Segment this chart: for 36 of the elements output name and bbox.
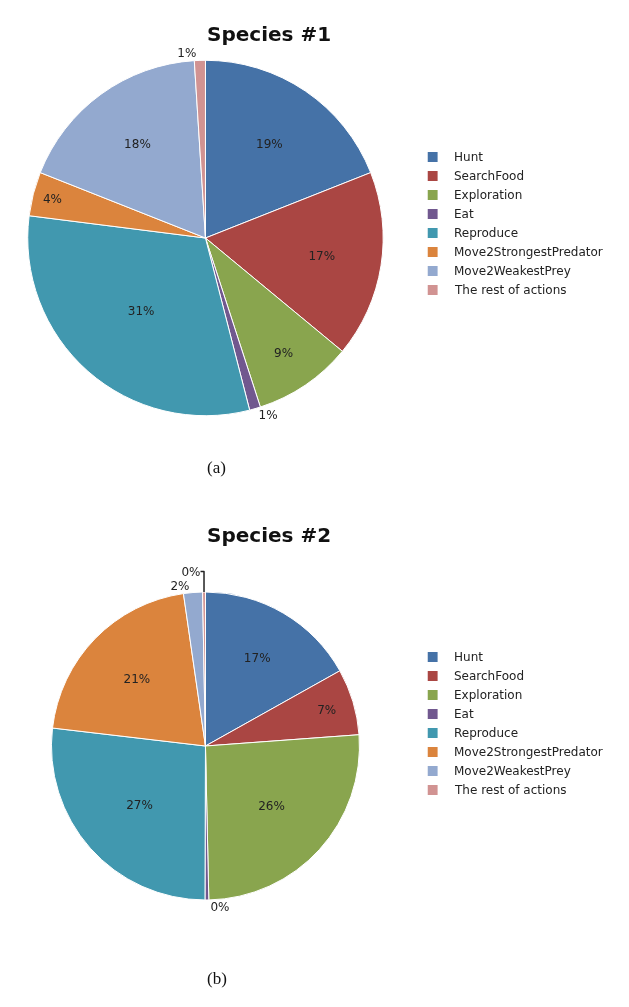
legend-label: SearchFood bbox=[454, 669, 525, 683]
legend-label: Reproduce bbox=[454, 226, 519, 240]
legend-label: SearchFood bbox=[454, 169, 525, 183]
legend-label: Move2StrongestPredator bbox=[454, 745, 603, 759]
data-label: 1% bbox=[258, 408, 278, 423]
legend-label: Eat bbox=[454, 207, 474, 221]
legend-label: Move2WeakestPrey bbox=[454, 764, 571, 778]
data-label: 27% bbox=[126, 797, 153, 812]
text: (b) bbox=[207, 969, 227, 988]
data-label: 2% bbox=[170, 578, 190, 593]
legend-label: Move2StrongestPredator bbox=[454, 245, 603, 259]
data-label: 9% bbox=[274, 345, 294, 360]
legend-label: Exploration bbox=[454, 688, 523, 702]
data-label: 7% bbox=[317, 702, 337, 717]
data-label: 4% bbox=[42, 191, 63, 206]
legend-label: Move2WeakestPrey bbox=[454, 264, 571, 278]
legend-label: Reproduce bbox=[454, 726, 519, 740]
chart-title: Species #2 bbox=[207, 523, 332, 547]
data-label: 17% bbox=[308, 249, 336, 264]
data-label: 19% bbox=[256, 136, 283, 151]
legend-label: Exploration bbox=[454, 188, 523, 202]
data-label: 0% bbox=[210, 899, 230, 914]
data-label: 1% bbox=[177, 46, 197, 61]
legend-label: Hunt bbox=[454, 650, 484, 664]
legend-label: Hunt bbox=[454, 150, 484, 164]
legend-label: The rest of actions bbox=[454, 783, 567, 797]
legend-label: Eat bbox=[454, 707, 474, 721]
data-label: 0% bbox=[181, 564, 201, 579]
data-label: 18% bbox=[124, 137, 151, 152]
chart-title: Species #1 bbox=[207, 22, 332, 46]
data-label: 26% bbox=[258, 799, 285, 814]
data-label: 21% bbox=[123, 672, 151, 687]
text: (a) bbox=[207, 458, 226, 477]
data-label: 17% bbox=[243, 650, 271, 665]
legend-label: The rest of actions bbox=[454, 283, 567, 297]
data-label: 31% bbox=[127, 303, 155, 318]
